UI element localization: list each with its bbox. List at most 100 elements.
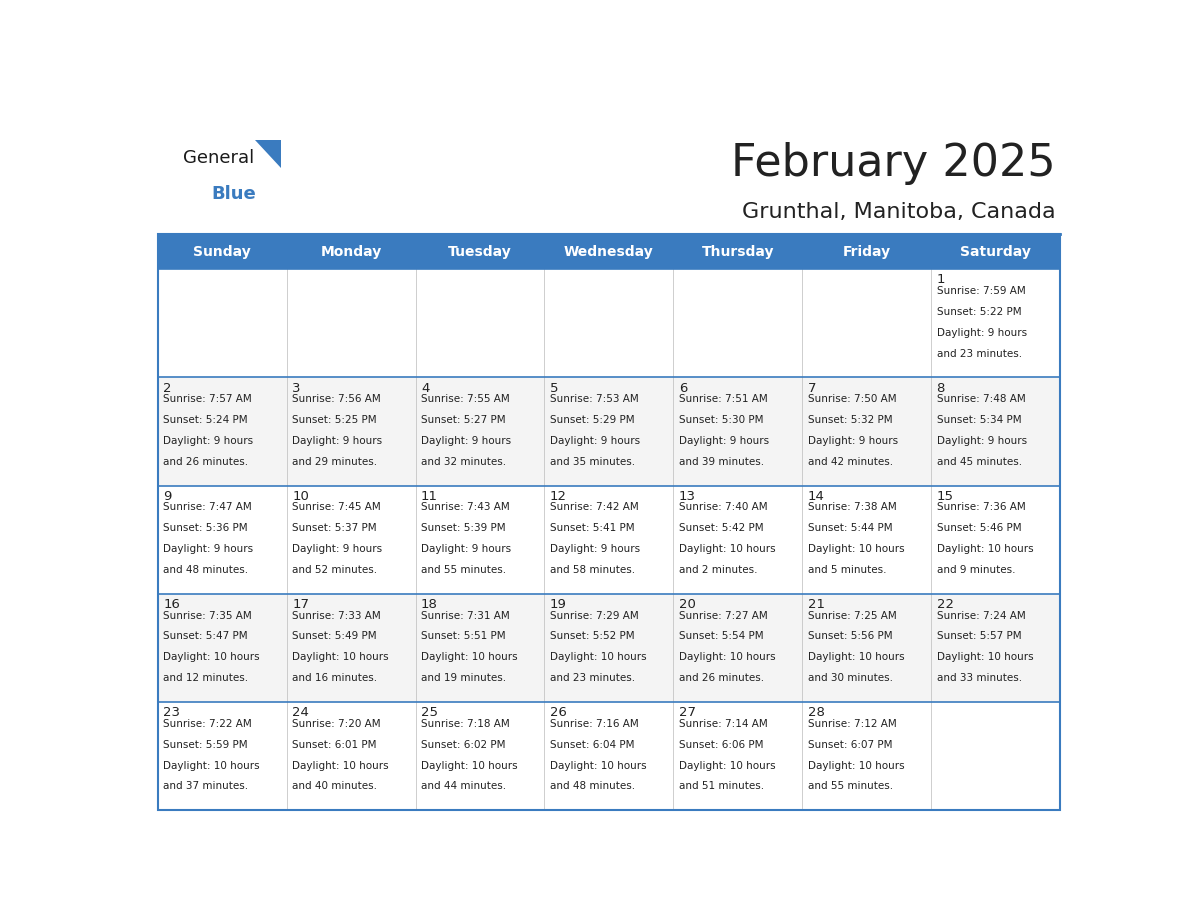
Text: Daylight: 9 hours: Daylight: 9 hours (163, 544, 253, 554)
Text: Sunrise: 7:53 AM: Sunrise: 7:53 AM (550, 395, 639, 404)
Text: Sunset: 5:32 PM: Sunset: 5:32 PM (808, 415, 892, 425)
Text: and 55 minutes.: and 55 minutes. (421, 565, 506, 575)
Text: and 5 minutes.: and 5 minutes. (808, 565, 886, 575)
Text: 8: 8 (936, 382, 944, 395)
Text: Sunrise: 7:31 AM: Sunrise: 7:31 AM (421, 610, 510, 621)
Text: Sunrise: 7:38 AM: Sunrise: 7:38 AM (808, 502, 897, 512)
Text: Sunset: 5:49 PM: Sunset: 5:49 PM (292, 632, 377, 642)
Text: 20: 20 (678, 598, 696, 610)
Bar (802, 594, 931, 701)
Text: Daylight: 10 hours: Daylight: 10 hours (678, 653, 776, 663)
Text: Thursday: Thursday (701, 244, 775, 259)
Bar (416, 377, 544, 486)
Text: 25: 25 (421, 706, 438, 719)
Text: Daylight: 9 hours: Daylight: 9 hours (808, 436, 898, 446)
Bar (674, 486, 802, 594)
Text: Saturday: Saturday (960, 244, 1031, 259)
Bar (674, 594, 802, 701)
Bar (416, 269, 544, 377)
Text: Sunrise: 7:29 AM: Sunrise: 7:29 AM (550, 610, 639, 621)
Bar (158, 377, 286, 486)
Bar (544, 234, 674, 269)
Text: Sunset: 6:04 PM: Sunset: 6:04 PM (550, 740, 634, 750)
Text: and 16 minutes.: and 16 minutes. (292, 673, 378, 683)
Text: Sunset: 5:34 PM: Sunset: 5:34 PM (936, 415, 1022, 425)
Bar (802, 377, 931, 486)
Bar (544, 269, 674, 377)
Text: Daylight: 9 hours: Daylight: 9 hours (292, 436, 383, 446)
Bar (544, 377, 674, 486)
Text: Sunrise: 7:14 AM: Sunrise: 7:14 AM (678, 719, 767, 729)
Bar (674, 377, 802, 486)
Text: Sunrise: 7:18 AM: Sunrise: 7:18 AM (421, 719, 510, 729)
Text: 17: 17 (292, 598, 309, 610)
Bar (416, 486, 544, 594)
Text: Sunset: 6:02 PM: Sunset: 6:02 PM (421, 740, 506, 750)
Text: Friday: Friday (842, 244, 891, 259)
Text: Daylight: 9 hours: Daylight: 9 hours (936, 328, 1026, 338)
Text: Sunset: 6:01 PM: Sunset: 6:01 PM (292, 740, 377, 750)
Text: Sunset: 5:42 PM: Sunset: 5:42 PM (678, 523, 764, 533)
Bar (931, 269, 1060, 377)
Text: Daylight: 10 hours: Daylight: 10 hours (421, 760, 518, 770)
Text: Monday: Monday (321, 244, 381, 259)
Text: Daylight: 10 hours: Daylight: 10 hours (808, 653, 904, 663)
Text: Sunset: 5:30 PM: Sunset: 5:30 PM (678, 415, 764, 425)
Text: Daylight: 10 hours: Daylight: 10 hours (421, 653, 518, 663)
Text: Daylight: 10 hours: Daylight: 10 hours (550, 653, 646, 663)
Text: 11: 11 (421, 489, 438, 503)
Bar (802, 486, 931, 594)
Text: Sunset: 6:07 PM: Sunset: 6:07 PM (808, 740, 892, 750)
Text: Daylight: 10 hours: Daylight: 10 hours (550, 760, 646, 770)
Text: 15: 15 (936, 489, 954, 503)
Bar (931, 594, 1060, 701)
Text: Sunset: 5:44 PM: Sunset: 5:44 PM (808, 523, 892, 533)
Bar (802, 234, 931, 269)
Text: Sunset: 5:46 PM: Sunset: 5:46 PM (936, 523, 1022, 533)
Text: Daylight: 10 hours: Daylight: 10 hours (678, 760, 776, 770)
Text: and 37 minutes.: and 37 minutes. (163, 781, 248, 791)
Text: Sunset: 5:29 PM: Sunset: 5:29 PM (550, 415, 634, 425)
Text: Sunrise: 7:48 AM: Sunrise: 7:48 AM (936, 395, 1025, 404)
Text: Sunset: 5:57 PM: Sunset: 5:57 PM (936, 632, 1022, 642)
Polygon shape (255, 140, 282, 168)
Bar (674, 269, 802, 377)
Text: 1: 1 (936, 274, 946, 286)
Text: 21: 21 (808, 598, 824, 610)
Text: Daylight: 10 hours: Daylight: 10 hours (292, 653, 388, 663)
Text: Daylight: 10 hours: Daylight: 10 hours (163, 653, 260, 663)
Text: Daylight: 9 hours: Daylight: 9 hours (550, 436, 640, 446)
Text: Sunday: Sunday (194, 244, 251, 259)
Bar (931, 486, 1060, 594)
Text: Sunset: 5:47 PM: Sunset: 5:47 PM (163, 632, 248, 642)
Bar (286, 701, 416, 810)
Bar (158, 701, 286, 810)
Text: Sunrise: 7:47 AM: Sunrise: 7:47 AM (163, 502, 252, 512)
Bar (416, 234, 544, 269)
Bar (931, 377, 1060, 486)
Text: Blue: Blue (211, 185, 255, 204)
Bar (286, 377, 416, 486)
Text: Sunrise: 7:33 AM: Sunrise: 7:33 AM (292, 610, 381, 621)
Text: Sunset: 5:36 PM: Sunset: 5:36 PM (163, 523, 248, 533)
Text: 7: 7 (808, 382, 816, 395)
Bar (931, 234, 1060, 269)
Text: Sunset: 5:59 PM: Sunset: 5:59 PM (163, 740, 248, 750)
Text: Sunset: 5:22 PM: Sunset: 5:22 PM (936, 307, 1022, 317)
Bar (674, 701, 802, 810)
Text: 24: 24 (292, 706, 309, 719)
Text: Sunrise: 7:40 AM: Sunrise: 7:40 AM (678, 502, 767, 512)
Text: 9: 9 (163, 489, 171, 503)
Text: 6: 6 (678, 382, 687, 395)
Text: Daylight: 10 hours: Daylight: 10 hours (163, 760, 260, 770)
Text: and 58 minutes.: and 58 minutes. (550, 565, 636, 575)
Text: Wednesday: Wednesday (564, 244, 653, 259)
Text: Daylight: 9 hours: Daylight: 9 hours (550, 544, 640, 554)
Text: Sunrise: 7:55 AM: Sunrise: 7:55 AM (421, 395, 510, 404)
Text: and 29 minutes.: and 29 minutes. (292, 457, 378, 467)
Text: and 32 minutes.: and 32 minutes. (421, 457, 506, 467)
Text: 27: 27 (678, 706, 696, 719)
Text: Sunset: 5:54 PM: Sunset: 5:54 PM (678, 632, 764, 642)
Text: and 44 minutes.: and 44 minutes. (421, 781, 506, 791)
Text: and 33 minutes.: and 33 minutes. (936, 673, 1022, 683)
